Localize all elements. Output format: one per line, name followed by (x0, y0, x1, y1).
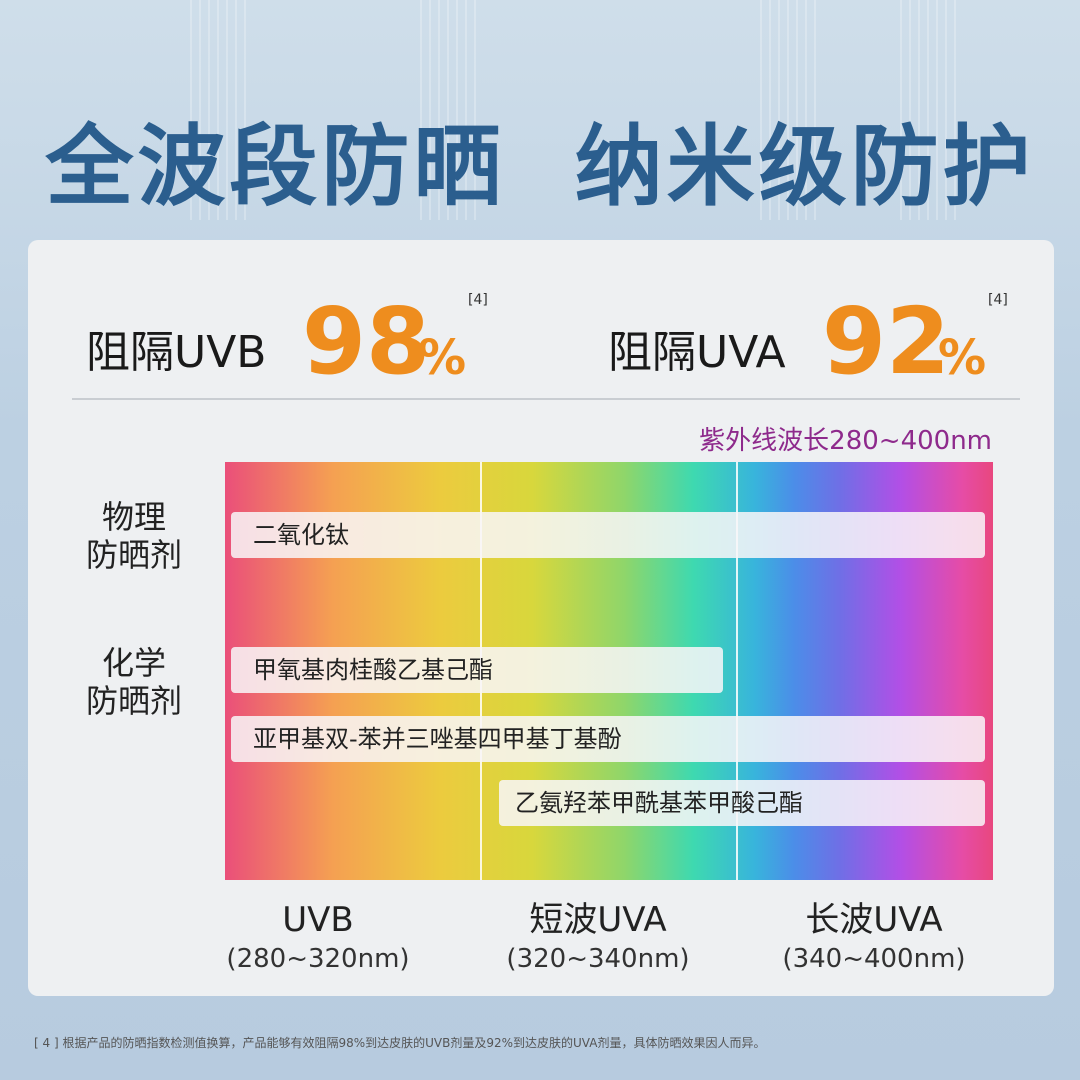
uva-stat-value: 92 (822, 288, 951, 395)
uva-stat-unit: % (938, 330, 987, 386)
uvb-stat-reference: [4] (468, 292, 488, 308)
uvb-stat-unit: % (418, 330, 467, 386)
uva-stat-reference: [4] (988, 292, 1008, 308)
group-label-line: 化学 (101, 644, 166, 682)
footnote: [ 4 ] 根据产品的防晒指数检测值换算，产品能够有效阻隔98%到达皮肤的UVB… (34, 1036, 766, 1050)
uvb-stat-value: 98 (302, 288, 431, 395)
background-decoration (420, 0, 480, 220)
background-decoration (760, 0, 820, 220)
band-name: UVB (282, 900, 354, 940)
band-range: (280~320nm) (226, 944, 410, 974)
background-decoration (900, 0, 960, 220)
band-name: 长波UVA (805, 900, 943, 940)
ingredient-bar-bisoctrizole: 亚甲基双-苯并三唑基四甲基丁基酚 (231, 716, 985, 762)
band-label-short-uva: 短波UVA (320~340nm) (488, 900, 708, 978)
chemical-sunscreen-label: 化学 防晒剂 (74, 644, 194, 720)
wavelength-range-title: 紫外线波长280~400nm (699, 426, 992, 456)
uva-stat: 阻隔UVA 92 % [4] (608, 288, 1028, 388)
group-label-line: 防晒剂 (85, 536, 182, 574)
uvb-stat: 阻隔UVB 98 % [4] (86, 288, 506, 388)
uva-stat-label: 阻隔UVA (608, 327, 786, 378)
background-decoration (190, 0, 250, 220)
divider (72, 398, 1020, 400)
ingredient-bar-ethylhexyl-methoxycinnamate: 甲氧基肉桂酸乙基己酯 (231, 647, 723, 693)
headline: 全波段防晒 纳米级防护 (45, 115, 1035, 218)
group-label-line: 物理 (101, 498, 166, 536)
uv-spectrum: 二氧化钛 甲氧基肉桂酸乙基己酯 亚甲基双-苯并三唑基四甲基丁基酚 乙氨羟苯甲酰基… (225, 462, 993, 880)
band-separator-short-long-uva (736, 462, 738, 880)
band-range: (320~340nm) (506, 944, 690, 974)
group-label-line: 防晒剂 (85, 682, 182, 720)
ingredient-bar-dhhb: 乙氨羟苯甲酰基苯甲酸己酯 (499, 780, 985, 826)
band-label-long-uva: 长波UVA (340~400nm) (764, 900, 984, 978)
uvb-stat-label: 阻隔UVB (86, 327, 267, 378)
band-range: (340~400nm) (782, 944, 966, 974)
ingredient-bar-titanium-dioxide: 二氧化钛 (231, 512, 985, 558)
info-card: 阻隔UVB 98 % [4] 阻隔UVA 92 % [4] 紫外线波长280~4… (28, 240, 1054, 996)
band-name: 短波UVA (529, 900, 667, 940)
band-label-uvb: UVB (280~320nm) (208, 900, 428, 978)
physical-sunscreen-label: 物理 防晒剂 (74, 498, 194, 574)
